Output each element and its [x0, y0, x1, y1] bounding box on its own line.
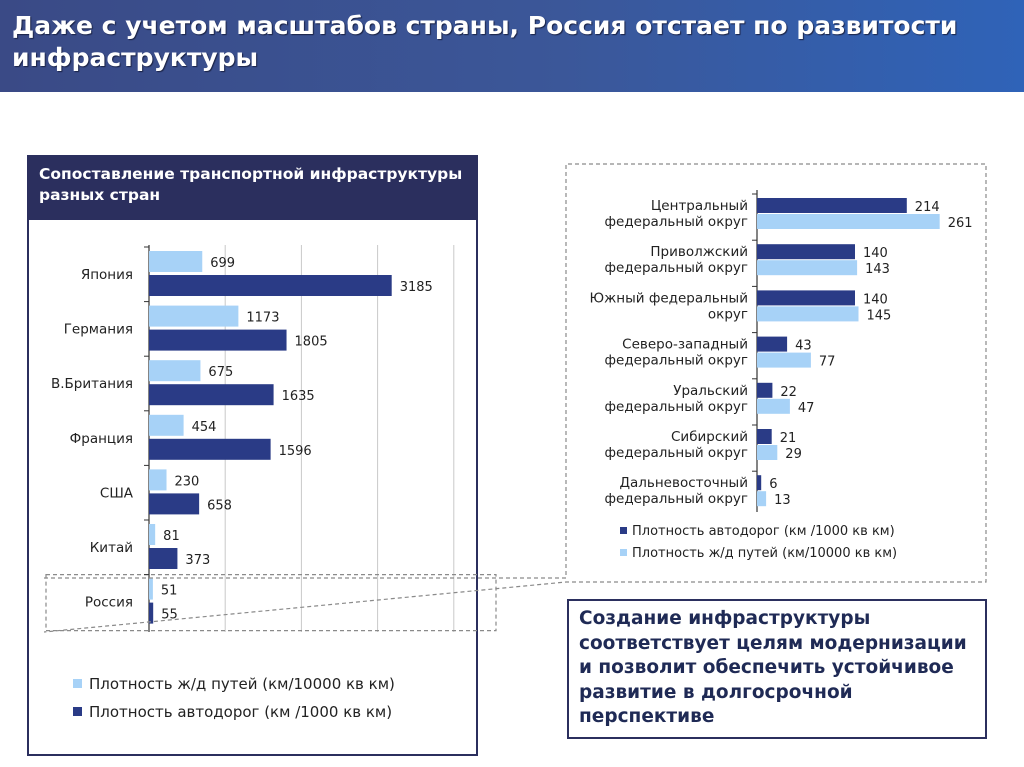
data-label: 43: [795, 339, 812, 354]
data-label: 373: [185, 553, 210, 568]
bar-road: [149, 548, 178, 569]
category-label: Дальневосточный: [619, 475, 748, 491]
bar-road: [149, 275, 392, 296]
bar-road: [757, 198, 907, 213]
bar-road: [149, 329, 287, 351]
data-label: 3185: [400, 280, 433, 295]
data-label: 454: [192, 420, 217, 435]
category-label: США: [100, 485, 134, 501]
category-label: федеральный округ: [604, 214, 748, 230]
category-label: Франция: [70, 431, 133, 447]
bar-rail: [149, 360, 201, 382]
bar-rail: [149, 524, 156, 545]
data-label: 699: [210, 256, 235, 271]
legend-swatch: [620, 527, 627, 534]
category-label: Германия: [64, 322, 133, 338]
bar-rail: [757, 445, 778, 460]
bar-rail: [757, 306, 859, 322]
bar-road: [757, 244, 855, 260]
panel-header: Сопоставление транспортной инфраструктур…: [29, 157, 476, 220]
data-label: 1596: [279, 444, 312, 459]
category-label: федеральный округ: [604, 353, 748, 369]
title-banner: Даже с учетом масштабов страны, Россия о…: [0, 0, 1024, 92]
bar-road: [757, 429, 772, 444]
data-label: 1805: [295, 335, 328, 350]
bar-road: [149, 493, 200, 515]
dashed-connector: [43, 163, 987, 633]
bar-rail: [149, 469, 167, 491]
bar-rail: [757, 214, 940, 229]
data-label: 140: [863, 292, 888, 307]
data-label: 140: [863, 246, 888, 261]
data-label: 261: [948, 216, 973, 231]
category-label: Южный федеральный: [590, 290, 748, 306]
category-label: Сибирский: [671, 429, 748, 445]
panel-title: Сопоставление транспортной инфраструктур…: [39, 165, 463, 204]
bar-rail: [757, 260, 858, 276]
data-label: 214: [915, 200, 940, 215]
category-label: федеральный округ: [604, 445, 748, 461]
bar-rail: [757, 491, 767, 507]
category-label: Япония: [81, 267, 133, 283]
highlight-box: [45, 573, 497, 632]
category-label: В.Британия: [51, 376, 133, 392]
data-label: 675: [208, 365, 233, 380]
legend-label: Плотность ж/д путей (км/10000 кв км): [632, 546, 897, 561]
bar-road: [757, 475, 762, 491]
data-label: 658: [207, 498, 232, 513]
legend-swatch: [73, 707, 82, 716]
conclusion-callout: Создание инфраструктуры соответствует це…: [567, 599, 987, 739]
page-title: Даже с учетом масштабов страны, Россия о…: [12, 11, 958, 72]
bar-road: [757, 290, 855, 306]
category-label: Россия: [85, 595, 133, 611]
category-label: Приволжский: [650, 244, 748, 260]
data-label: 143: [865, 262, 890, 277]
data-label: 77: [819, 355, 836, 370]
data-label: 13: [774, 493, 791, 508]
legend-swatch: [620, 549, 627, 556]
category-label: Северо-западный: [622, 337, 748, 353]
bar-rail: [149, 578, 153, 600]
bar-rail: [757, 398, 790, 414]
bar-road: [757, 382, 773, 398]
data-label: 230: [175, 474, 200, 489]
category-label: федеральный округ: [604, 260, 748, 276]
bar-road: [757, 336, 788, 352]
category-label: федеральный округ: [604, 491, 748, 507]
category-label: Уральский: [673, 383, 748, 399]
bar-rail: [149, 251, 203, 272]
data-label: 29: [785, 447, 802, 462]
category-label: федеральный округ: [604, 399, 748, 415]
data-label: 81: [163, 529, 180, 544]
bar-road: [149, 384, 274, 406]
data-label: 1173: [246, 311, 279, 326]
bar-rail: [149, 414, 184, 436]
category-label: Центральный: [651, 198, 748, 214]
bar-rail: [149, 305, 239, 327]
data-label: 51: [161, 584, 178, 599]
data-label: 21: [780, 431, 797, 446]
country-comparison-panel: Сопоставление транспортной инфраструктур…: [27, 155, 478, 756]
data-label: 47: [798, 401, 815, 416]
legend-label: Плотность автодорог (км /1000 кв км): [89, 703, 392, 721]
bar-road: [149, 602, 154, 624]
data-label: 145: [867, 308, 892, 323]
legend-label: Плотность ж/д путей (км/10000 кв км): [89, 675, 395, 693]
conclusion-text: Создание инфраструктуры соответствует це…: [579, 608, 967, 727]
data-label: 55: [161, 608, 178, 623]
data-label: 22: [780, 385, 797, 400]
category-label: округ: [708, 306, 748, 322]
category-label: Китай: [90, 540, 133, 556]
bar-rail: [757, 352, 811, 368]
bar-road: [149, 438, 271, 460]
data-label: 6: [769, 477, 777, 492]
legend-label: Плотность автодорог (км /1000 кв км): [632, 524, 895, 539]
legend-swatch: [73, 679, 82, 688]
data-label: 1635: [282, 389, 315, 404]
